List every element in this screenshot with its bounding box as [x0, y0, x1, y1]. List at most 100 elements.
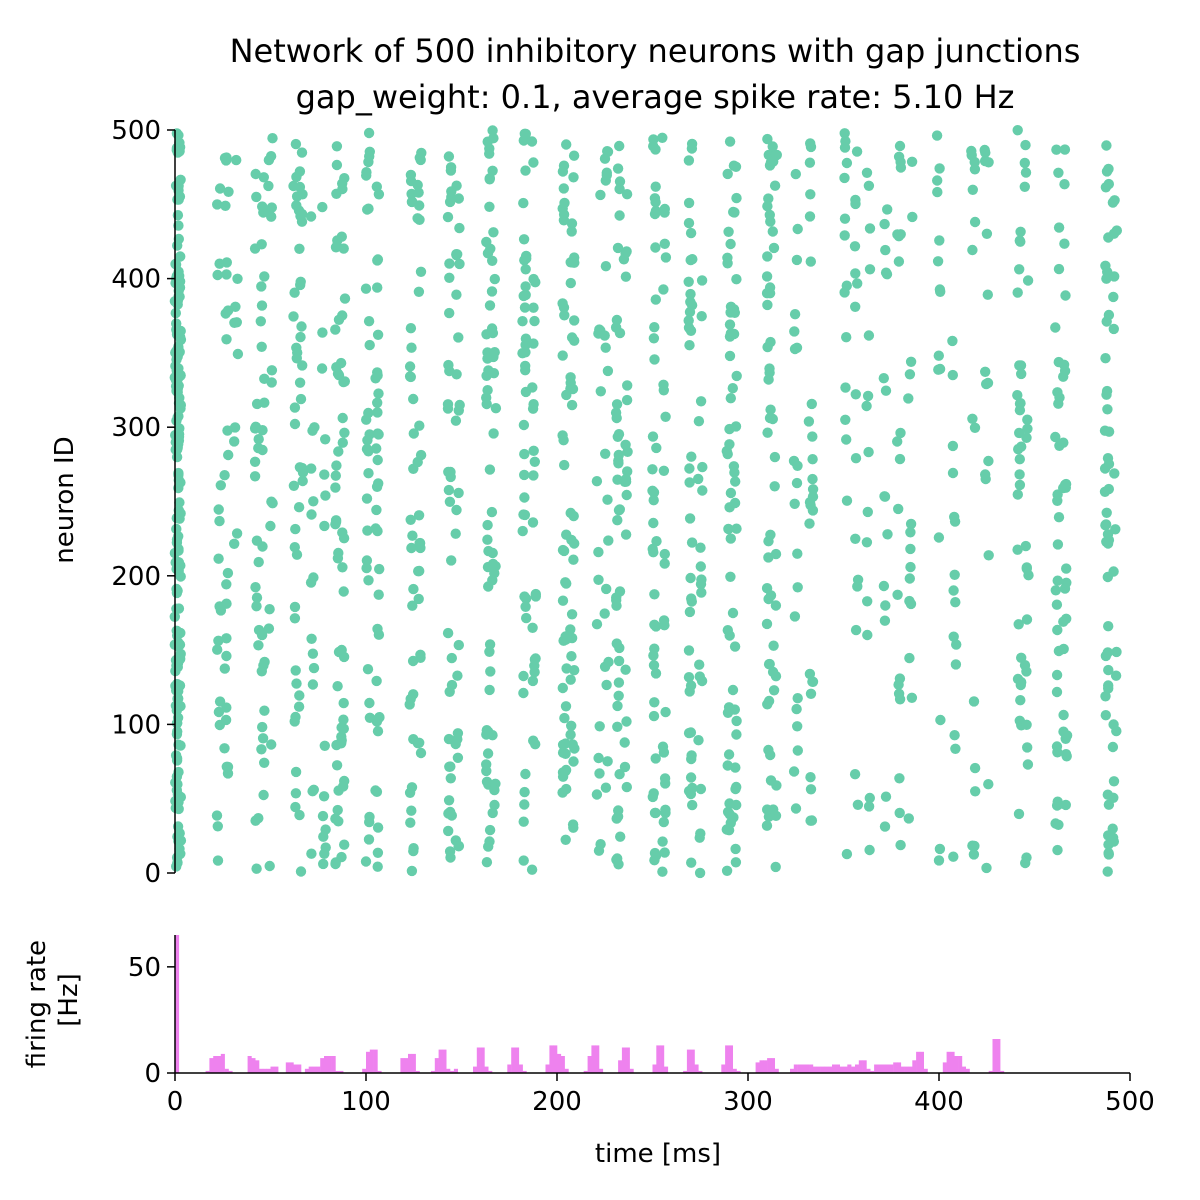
- spike-dot: [730, 421, 742, 432]
- spike-dot: [621, 489, 632, 501]
- spike-dot: [1050, 322, 1061, 333]
- spike-dot: [453, 332, 464, 343]
- spike-dot: [488, 368, 500, 379]
- spike-dot: [683, 727, 695, 739]
- spike-dot: [730, 476, 741, 487]
- spike-dot: [518, 687, 529, 699]
- spike-dot: [839, 287, 850, 298]
- spike-dot: [372, 370, 383, 381]
- spike-dot: [267, 133, 278, 144]
- spike-dot: [649, 354, 660, 365]
- spike-dot: [253, 640, 264, 651]
- spike-dot: [1014, 427, 1025, 439]
- spike-dot: [566, 218, 578, 229]
- spike-dot: [1053, 263, 1065, 275]
- spike-dot: [481, 398, 492, 410]
- spike-dot: [1060, 749, 1072, 760]
- firing-rate-bar: [522, 1070, 527, 1073]
- spike-dot: [413, 286, 425, 297]
- firing-rate-bar: [618, 1060, 623, 1073]
- firing-rate-bar: [958, 1056, 963, 1073]
- spike-dot: [764, 658, 775, 670]
- spike-dot: [444, 307, 455, 319]
- spike-dot: [906, 692, 918, 703]
- spike-dot: [932, 186, 943, 198]
- spike-dot: [231, 154, 242, 166]
- spike-dot: [600, 782, 612, 793]
- firing-rate-bar: [839, 1066, 844, 1073]
- spike-dot: [980, 147, 991, 158]
- spike-dot: [338, 714, 349, 725]
- spike-dot: [764, 363, 775, 374]
- spike-dot: [559, 310, 570, 321]
- spike-dot: [788, 766, 800, 777]
- spike-dot: [724, 319, 736, 330]
- spike-dot: [768, 804, 779, 815]
- spike-dot: [565, 729, 576, 740]
- spike-dot: [768, 685, 780, 696]
- spike-dot: [521, 253, 532, 264]
- spike-dot: [603, 656, 614, 668]
- spike-dot: [519, 492, 530, 503]
- firing-rate-bar: [331, 1056, 336, 1073]
- spike-dot: [230, 301, 241, 312]
- spike-dot: [1022, 759, 1034, 770]
- spike-dot: [221, 598, 232, 609]
- spike-dot: [1099, 463, 1111, 474]
- spike-dot: [660, 706, 671, 718]
- spike-dot: [566, 226, 577, 237]
- spike-dot: [171, 523, 182, 535]
- spike-dot: [769, 451, 781, 463]
- spike-dot: [613, 690, 624, 701]
- spike-dot: [792, 582, 803, 593]
- spike-dot: [767, 226, 778, 237]
- firing-rate-bar: [1000, 1070, 1005, 1073]
- firing-rate-bar: [430, 1070, 435, 1073]
- spike-dot: [693, 416, 705, 427]
- spike-dot: [330, 482, 341, 493]
- spike-dot: [905, 356, 917, 367]
- spike-dot: [407, 530, 418, 541]
- spike-dot: [905, 527, 916, 538]
- spike-dot: [212, 821, 223, 832]
- spike-dot: [1058, 709, 1069, 721]
- spike-dot: [372, 329, 384, 340]
- spike-dot: [251, 863, 262, 874]
- spike-dot: [364, 697, 375, 709]
- spike-dot: [318, 858, 329, 870]
- spike-dot: [895, 427, 906, 439]
- spike-dot: [686, 750, 697, 761]
- spike-dot: [729, 704, 740, 715]
- spike-dot: [256, 744, 267, 755]
- spike-dot: [567, 739, 578, 750]
- spike-dot: [290, 138, 302, 150]
- spike-dot: [330, 813, 341, 824]
- spike-dot: [850, 389, 861, 400]
- spike-dot: [484, 174, 495, 185]
- spike-dot: [414, 565, 425, 577]
- spike-dot: [527, 622, 538, 633]
- spike-dot: [660, 778, 671, 789]
- spike-dot: [487, 575, 498, 586]
- firing-rate-bar: [446, 1068, 451, 1073]
- spike-dot: [969, 422, 981, 433]
- spike-dot: [336, 731, 347, 742]
- spike-dot: [307, 679, 319, 690]
- spike-dot: [519, 302, 531, 313]
- spike-dot: [861, 400, 872, 412]
- spike-dot: [372, 397, 383, 408]
- spike-dot: [620, 664, 631, 675]
- spike-dot: [1058, 643, 1069, 655]
- spike-dot: [650, 668, 662, 679]
- spike-dot: [1102, 453, 1114, 464]
- spike-dot: [650, 294, 661, 305]
- spike-dot: [316, 363, 328, 374]
- spike-dot: [763, 193, 774, 204]
- spike-dot: [530, 591, 541, 602]
- spike-dot: [565, 624, 576, 635]
- spike-dot: [602, 365, 614, 377]
- spike-dot: [933, 532, 945, 543]
- spike-dot: [767, 413, 778, 425]
- spike-dot: [949, 730, 960, 741]
- spike-dot: [613, 677, 625, 688]
